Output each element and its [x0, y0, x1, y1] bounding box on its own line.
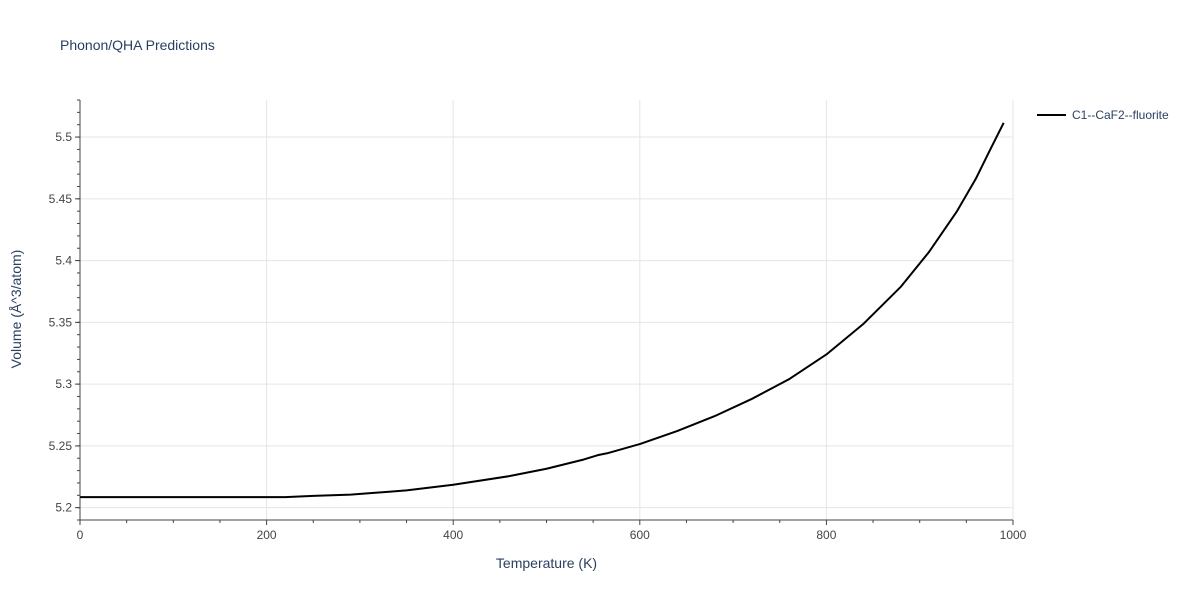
y-axis-title: Volume (Å^3/atom)	[8, 250, 24, 369]
legend[interactable]: C1--CaF2--fluorite	[1037, 108, 1169, 122]
y-tick-label: 5.45	[49, 192, 73, 206]
series-line	[80, 122, 1005, 499]
x-axis-title: Temperature (K)	[496, 555, 597, 571]
x-tick-label: 600	[630, 528, 650, 542]
x-tick-label: 800	[816, 528, 836, 542]
y-tick-label: 5.2	[55, 501, 72, 515]
y-tick-label: 5.25	[49, 439, 73, 453]
series-layer	[80, 122, 1005, 499]
x-tick-label: 0	[77, 528, 84, 542]
axes: 0 200 400 600 800 1000 5.2 5.25 5.3 5.35 5.4 5.45 5.…	[49, 99, 1027, 542]
chart-title: Phonon/QHA Predictions	[60, 37, 215, 53]
x-tick-label: 200	[257, 528, 277, 542]
x-tick-label: 1000	[1000, 528, 1027, 542]
y-tick-label: 5.3	[55, 377, 72, 391]
x-tick-label: 400	[443, 528, 463, 542]
legend-label: C1--CaF2--fluorite	[1072, 108, 1169, 122]
y-tick-label: 5.5	[55, 130, 72, 144]
y-tick-label: 5.35	[49, 315, 73, 329]
grid	[80, 100, 1014, 520]
y-tick-label: 5.4	[55, 254, 72, 268]
